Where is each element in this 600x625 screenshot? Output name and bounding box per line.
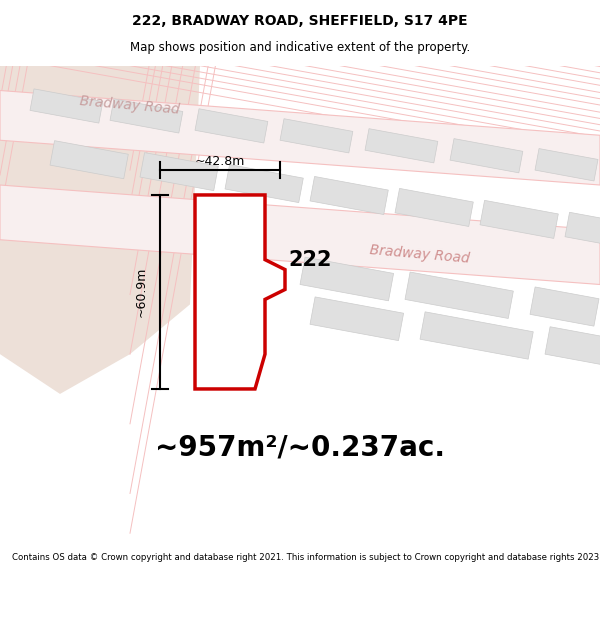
Polygon shape (365, 129, 438, 163)
Polygon shape (0, 185, 600, 284)
Polygon shape (310, 297, 404, 341)
Polygon shape (545, 327, 600, 365)
Polygon shape (0, 91, 600, 185)
Polygon shape (565, 213, 600, 248)
Polygon shape (405, 272, 514, 319)
Polygon shape (140, 152, 218, 191)
Polygon shape (480, 201, 559, 238)
Text: ~42.8m: ~42.8m (195, 155, 245, 168)
Text: Bradway Road: Bradway Road (79, 94, 181, 117)
Text: 222, BRADWAY ROAD, SHEFFIELD, S17 4PE: 222, BRADWAY ROAD, SHEFFIELD, S17 4PE (132, 14, 468, 28)
Text: Bradway Road: Bradway Road (370, 243, 470, 266)
Polygon shape (30, 89, 103, 123)
Polygon shape (300, 257, 394, 301)
Polygon shape (50, 141, 128, 179)
Polygon shape (450, 139, 523, 173)
Text: Map shows position and indicative extent of the property.: Map shows position and indicative extent… (130, 41, 470, 54)
Polygon shape (535, 149, 598, 181)
Polygon shape (420, 312, 533, 359)
Text: Contains OS data © Crown copyright and database right 2021. This information is : Contains OS data © Crown copyright and d… (12, 553, 600, 562)
Polygon shape (530, 287, 599, 326)
Polygon shape (225, 164, 304, 202)
Text: 222: 222 (288, 249, 332, 269)
Text: ~957m²/~0.237ac.: ~957m²/~0.237ac. (155, 434, 445, 462)
Text: ~60.9m: ~60.9m (135, 267, 148, 317)
Polygon shape (195, 195, 285, 389)
Polygon shape (280, 119, 353, 153)
Polygon shape (110, 99, 183, 133)
Polygon shape (195, 109, 268, 143)
Polygon shape (310, 176, 388, 214)
Polygon shape (0, 66, 200, 394)
Polygon shape (395, 188, 473, 226)
